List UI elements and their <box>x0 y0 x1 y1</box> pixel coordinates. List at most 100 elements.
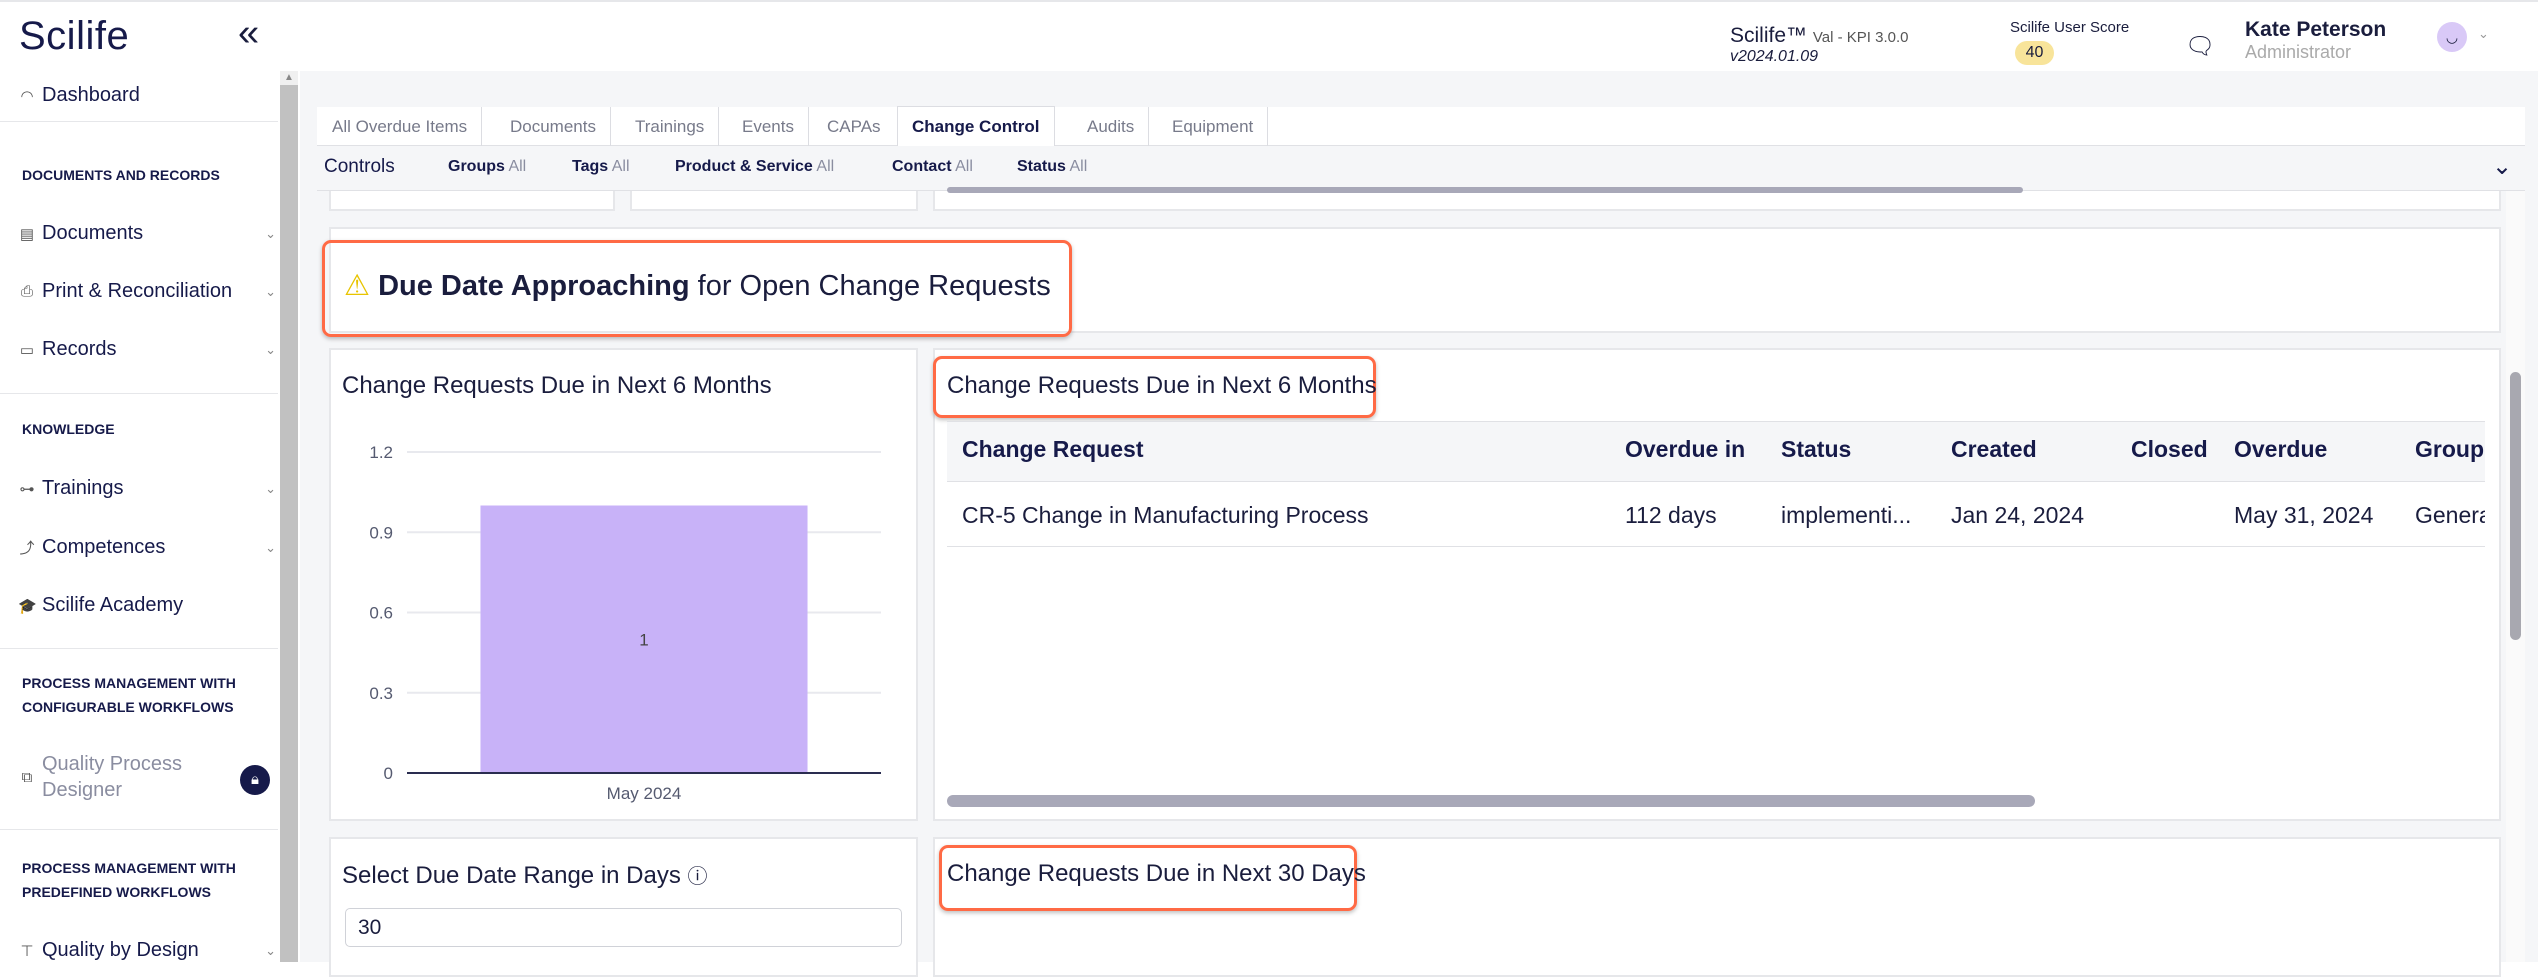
user-menu-chevron-icon[interactable]: ⌄ <box>2478 26 2489 41</box>
workflow-icon: ⧉ <box>21 768 33 786</box>
section-predefined-workflows: PROCESS MANAGEMENT WITH PREDEFINED WORKF… <box>22 860 236 900</box>
user-role: Administrator <box>2245 42 2352 62</box>
signpost-icon: ⊤ <box>20 942 34 960</box>
days30-card <box>933 837 2501 977</box>
highlight-box <box>933 356 1376 418</box>
column-header-created[interactable]: Created <box>1951 436 2037 462</box>
sidebar-item-label: Trainings <box>42 477 124 499</box>
chevron-down-icon: ⌄ <box>265 539 276 555</box>
filter-status[interactable]: Status All <box>1017 158 1087 176</box>
sidebar-item-competences[interactable]: ⤴ Competences ⌄ <box>18 536 276 559</box>
controls-label: Controls <box>324 156 395 177</box>
sidebar-item-label: Quality Process Designer <box>42 753 183 801</box>
page-scrollbar-thumb[interactable] <box>2510 372 2521 640</box>
top-header: Scilife « Scilife™ Val - KPI 3.0.0 v2024… <box>0 0 2538 71</box>
sidebar-item-quality-by-design[interactable]: ⊤ Quality by Design ⌄ <box>18 939 276 962</box>
column-header-group[interactable]: Group <box>2415 436 2484 462</box>
section-configurable-workflows: PROCESS MANAGEMENT WITH CONFIGURABLE WOR… <box>22 675 236 715</box>
cell-change-request[interactable]: CR-5 Change in Manufacturing Process <box>962 502 1369 528</box>
chevron-down-icon: ⌄ <box>265 942 276 958</box>
sidebar-item-label: Print & Reconciliation <box>42 280 233 302</box>
summary-card <box>329 191 615 211</box>
summary-card <box>933 187 2501 211</box>
y-tick-label: 0.3 <box>369 684 393 703</box>
scroll-up-arrow-icon[interactable]: ▲ <box>280 71 298 85</box>
due-date-range-input[interactable] <box>345 908 902 947</box>
tab-documents[interactable]: Documents <box>510 107 611 146</box>
filter-name: Contact <box>892 158 952 175</box>
tab-all-overdue-items[interactable]: All Overdue Items <box>332 107 483 146</box>
competence-icon: ⤴ <box>19 540 35 557</box>
divider <box>0 648 278 649</box>
sidebar-item-label: Competences <box>42 536 166 558</box>
filter-value: All <box>508 158 527 175</box>
filter-tags[interactable]: Tags All <box>572 158 630 176</box>
tab-trainings[interactable]: Trainings <box>635 107 720 146</box>
app-info: Scilife™ Val - KPI 3.0.0 <box>1730 24 1908 48</box>
section-heading-card <box>329 227 2501 333</box>
horizontal-scrollbar[interactable] <box>947 187 2023 193</box>
chevron-down-icon: ⌄ <box>265 480 276 496</box>
sidebar <box>0 71 278 962</box>
column-header-overdue[interactable]: Overdue <box>2234 436 2328 462</box>
filter-name: Status <box>1017 158 1066 175</box>
sidebar-item-quality-process-designer[interactable]: ⧉ Quality Process Designer <box>18 751 276 803</box>
sidebar-item-records[interactable]: ▭ Records ⌄ <box>18 338 276 361</box>
summary-card <box>630 191 918 211</box>
collapse-sidebar-icon[interactable]: « <box>238 12 260 54</box>
sidebar-item-dashboard[interactable]: ◠ Dashboard <box>18 84 276 107</box>
bar <box>480 505 808 773</box>
user-score-badge[interactable]: 40 <box>2015 41 2054 65</box>
table-header <box>947 421 2485 482</box>
app-env: Val - KPI 3.0.0 <box>1812 29 1909 46</box>
highlight-box <box>322 240 1072 337</box>
table-row[interactable] <box>947 482 2485 547</box>
sidebar-item-academy[interactable]: 🎓 Scilife Academy <box>18 594 276 617</box>
table-horizontal-scrollbar[interactable] <box>947 795 2035 807</box>
y-tick-label: 0.9 <box>369 523 393 542</box>
filter-groups[interactable]: Groups All <box>448 158 526 176</box>
filter-value: All <box>816 158 835 175</box>
column-header-overdue-in[interactable]: Overdue in <box>1625 436 1746 462</box>
divider <box>0 121 278 122</box>
chat-icon[interactable]: 🗨 <box>2185 33 2216 60</box>
tab-capas[interactable]: CAPAs <box>827 117 881 136</box>
tab-equipment[interactable]: Equipment <box>1172 107 1269 146</box>
range-title: Select Due Date Range in Days ⓘ <box>342 860 708 890</box>
table-title: Change Requests Due in Next 6 Months <box>947 372 1377 399</box>
bar-chart: 0 0.3 0.6 0.9 1.2 1 May 2024 <box>369 443 881 803</box>
document-icon: ▤ <box>19 225 35 243</box>
printer-icon: ⎙ <box>20 283 33 300</box>
sidebar-item-label: Scilife Academy <box>42 594 184 616</box>
filter-product-service[interactable]: Product & Service All <box>675 158 834 176</box>
avatar[interactable]: ◡ <box>2437 22 2467 52</box>
sidebar-scrollbar[interactable] <box>280 71 298 962</box>
tab-change-control[interactable]: Change Control <box>897 106 1055 147</box>
column-header-status[interactable]: Status <box>1781 436 1852 462</box>
sidebar-item-trainings[interactable]: ⊶ Trainings ⌄ <box>18 477 277 500</box>
tab-audits[interactable]: Audits <box>1087 107 1150 146</box>
sidebar-item-documents[interactable]: ▤ Documents ⌄ <box>18 222 276 245</box>
tab-events[interactable]: Events <box>742 107 809 146</box>
cell-group: Genera <box>2415 502 2485 528</box>
graduation-cap-icon: 🎓 <box>18 597 37 615</box>
sidebar-item-label: Records <box>42 338 117 360</box>
column-header-change-request[interactable]: Change Request <box>962 436 1144 462</box>
info-icon[interactable]: ⓘ <box>687 866 708 888</box>
user-name[interactable]: Kate Peterson <box>2245 18 2387 41</box>
filter-value: All <box>1069 158 1088 175</box>
heading-rest: for Open Change Requests <box>697 270 1051 302</box>
filter-contact[interactable]: Contact All <box>892 158 973 176</box>
app-version: v2024.01.09 <box>1730 48 1819 65</box>
cell-status: implementi... <box>1781 502 1912 528</box>
column-header-closed[interactable]: Closed <box>2131 436 2208 462</box>
days30-title: Change Requests Due in Next 30 Days <box>947 860 1366 887</box>
scilife-logo[interactable]: Scilife <box>19 14 130 58</box>
divider <box>0 829 278 830</box>
y-tick-label: 1.2 <box>369 443 393 462</box>
gauge-icon: ◠ <box>20 87 34 105</box>
sidebar-item-label: Dashboard <box>42 84 140 106</box>
sidebar-item-print-reconciliation[interactable]: ⎙ Print & Reconciliation ⌄ <box>18 280 276 303</box>
expand-controls-chevron-icon[interactable]: ⌄ <box>2492 153 2513 180</box>
x-tick-label: May 2024 <box>607 784 682 803</box>
